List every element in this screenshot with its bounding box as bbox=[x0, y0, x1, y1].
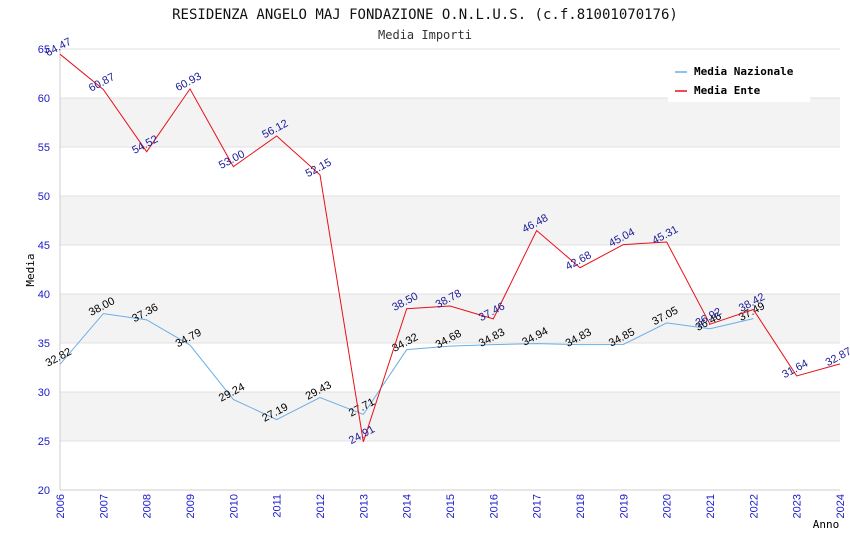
y-axis-ticks: 20 25 30 35 40 45 50 55 60 65 bbox=[38, 44, 50, 497]
grid-band bbox=[60, 196, 840, 245]
x-tick-label: 2017 bbox=[532, 494, 544, 518]
data-label: 52.15 bbox=[304, 157, 334, 181]
y-tick-label: 40 bbox=[38, 289, 50, 301]
chart-title: RESIDENZA ANGELO MAJ FONDAZIONE O.N.L.U.… bbox=[172, 7, 678, 23]
grid-band bbox=[60, 392, 840, 441]
x-tick-label: 2019 bbox=[618, 494, 630, 518]
legend-box bbox=[668, 58, 810, 102]
axes bbox=[59, 49, 840, 491]
x-tick-label: 2011 bbox=[272, 494, 284, 518]
x-tick-label: 2020 bbox=[662, 494, 674, 518]
series-line-nazionale bbox=[59, 313, 754, 421]
data-label: 42.68 bbox=[564, 249, 594, 273]
x-tick-label: 2007 bbox=[98, 494, 110, 518]
y-tick-label: 20 bbox=[38, 485, 50, 497]
y-tick-label: 65 bbox=[38, 44, 50, 56]
data-label: 64.47 bbox=[44, 36, 74, 60]
legend: Media Nazionale Media Ente bbox=[668, 58, 810, 102]
y-tick-label: 35 bbox=[38, 338, 50, 350]
series-line-ente bbox=[59, 53, 841, 443]
x-tick-label: 2024 bbox=[835, 494, 847, 518]
x-tick-label: 2009 bbox=[185, 494, 197, 518]
x-tick-label: 2006 bbox=[55, 494, 67, 518]
y-tick-label: 25 bbox=[38, 436, 50, 448]
y-tick-label: 30 bbox=[38, 387, 50, 399]
grid-bands bbox=[60, 98, 840, 441]
data-label: 53.00 bbox=[217, 148, 247, 172]
x-tick-label: 2013 bbox=[358, 494, 370, 518]
grid-band bbox=[60, 98, 840, 147]
y-tick-label: 60 bbox=[38, 93, 50, 105]
x-axis-ticks: 2006 2007 2008 2009 2010 2011 2012 2013 2014 2015… bbox=[55, 494, 847, 518]
x-tick-label: 2008 bbox=[142, 494, 154, 518]
x-tick-label: 2022 bbox=[748, 494, 760, 518]
legend-label-ente: Media Ente bbox=[694, 84, 761, 97]
y-axis-label: Media bbox=[24, 253, 37, 286]
y-tick-label: 50 bbox=[38, 191, 50, 203]
y-tick-label: 55 bbox=[38, 142, 50, 154]
data-label: 32.87 bbox=[824, 345, 850, 369]
data-label: 60.87 bbox=[87, 71, 117, 95]
x-tick-label: 2023 bbox=[792, 494, 804, 518]
x-tick-label: 2010 bbox=[228, 494, 240, 518]
y-tick-label: 45 bbox=[38, 240, 50, 252]
x-tick-label: 2012 bbox=[315, 494, 327, 518]
x-tick-label: 2016 bbox=[488, 494, 500, 518]
x-tick-label: 2021 bbox=[705, 494, 717, 518]
x-tick-label: 2014 bbox=[402, 494, 414, 518]
grid-lines bbox=[60, 48, 840, 491]
x-axis-label: Anno bbox=[813, 518, 840, 531]
x-tick-label: 2015 bbox=[445, 494, 457, 518]
data-label: 31.64 bbox=[780, 358, 810, 382]
grid-band bbox=[60, 294, 840, 343]
legend-label-nazionale: Media Nazionale bbox=[694, 65, 794, 78]
chart-subtitle: Media Importi bbox=[378, 28, 472, 42]
x-tick-label: 2018 bbox=[575, 494, 587, 518]
